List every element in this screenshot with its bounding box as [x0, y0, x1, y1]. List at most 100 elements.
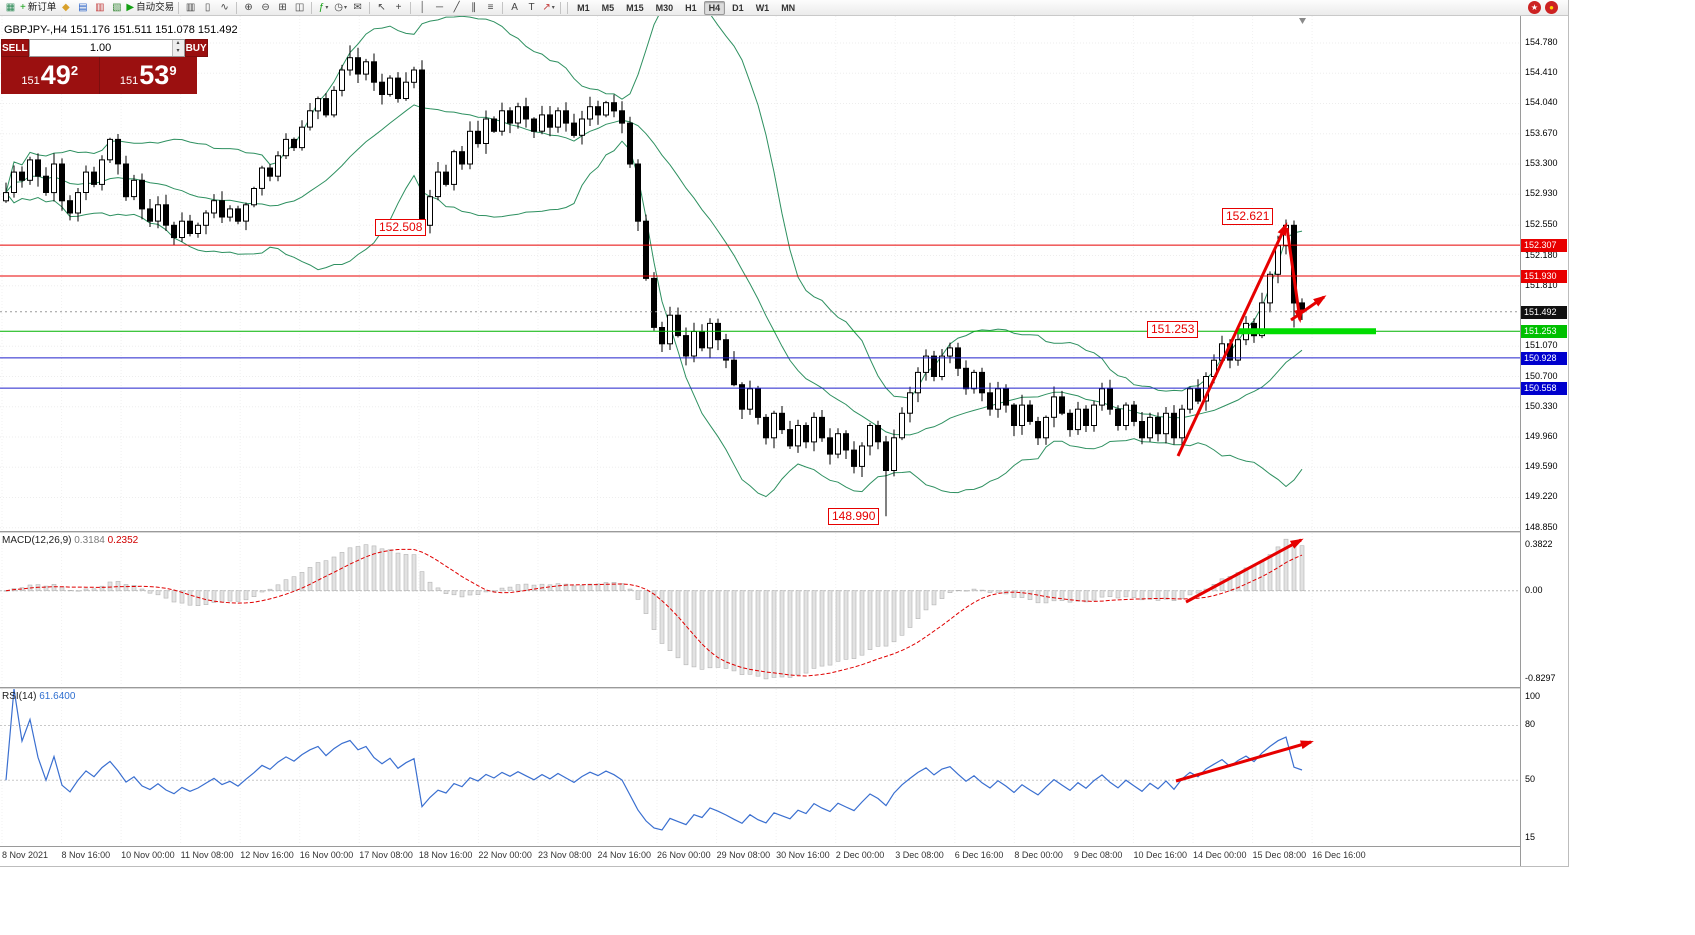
timeframe-w1[interactable]: W1 — [755, 2, 770, 13]
timeframe-m30[interactable]: M30 — [655, 2, 674, 13]
bar-chart-icon[interactable]: ▥ — [182, 1, 199, 15]
toolbar-buttons: ▦ + 新订单 ◆ ▤ ▥ ▧ ▶ 自动交易 ▥ ▯ ∿ ⊕ ⊖ ⊞ ◫ ƒ ▾ ◷ ▾ ✉ ↖ + │ ─ ╱ ∥ ≡ A T ↗ ▾ — [2, 1, 564, 15]
panel-separator[interactable] — [0, 687, 1568, 689]
price-axis-label: 152.550 — [1525, 219, 1558, 229]
arrows-icon[interactable]: ↗ ▾ — [540, 1, 557, 15]
new-order-button-label: 新订单 — [27, 1, 57, 13]
timeframe-mn[interactable]: MN — [781, 2, 796, 13]
price-tag: 151.253 — [1521, 325, 1567, 338]
indicators-icon[interactable]: ƒ ▾ — [315, 1, 332, 15]
vertical-line-icon[interactable]: │ — [414, 1, 431, 15]
price-callout[interactable]: 151.253 — [1147, 321, 1199, 338]
line-chart-icon[interactable]: ∿ — [216, 1, 233, 15]
time-label: 26 Nov 00:00 — [657, 850, 711, 860]
tile-windows-icon[interactable]: ⊞ — [274, 1, 291, 15]
periods-icon[interactable]: ◷ ▾ — [332, 1, 349, 15]
time-label: 15 Dec 08:00 — [1252, 850, 1307, 860]
cascade-windows-icon[interactable]: ◫ — [291, 1, 308, 15]
toolbar-separator — [311, 1, 313, 14]
price-tag: 151.492 — [1521, 306, 1567, 319]
new-chart-icon[interactable]: ▦ — [2, 1, 19, 15]
time-label: 30 Nov 16:00 — [776, 850, 830, 860]
arrows-icon: ↗ — [542, 1, 551, 13]
time-label: 6 Dec 16:00 — [954, 850, 1004, 860]
timeframe-d1[interactable]: D1 — [732, 2, 744, 13]
timeframe-m5[interactable]: M5 — [601, 2, 615, 13]
chart-ohlc-header: GBPJPY-,H4 151.176 151.511 151.078 151.4… — [4, 24, 238, 36]
panel-separator[interactable] — [0, 531, 1568, 533]
price-scale-border — [1520, 16, 1521, 866]
sell-price-button[interactable]: 151 49 2 — [1, 57, 100, 94]
main-chart-canvas[interactable] — [0, 16, 1520, 531]
price-callout[interactable]: 152.508 — [375, 219, 427, 236]
candlestick-chart-icon: ▯ — [204, 1, 211, 13]
zoom-out-icon[interactable]: ⊖ — [257, 1, 274, 15]
price-axis-label: 153.670 — [1525, 128, 1558, 138]
rsi-value: 61.6400 — [39, 691, 76, 702]
horizontal-line-icon[interactable]: ─ — [431, 1, 448, 15]
buy-button[interactable]: BUY — [184, 39, 208, 57]
profiles-icon: ◆ — [62, 1, 70, 13]
zoom-out-icon: ⊖ — [261, 1, 270, 13]
text-icon[interactable]: A — [506, 1, 523, 15]
buy-price-pip: 9 — [169, 63, 177, 78]
market-watch-icon: ▤ — [78, 1, 88, 13]
crosshair-icon[interactable]: + — [390, 1, 407, 15]
market-watch-icon[interactable]: ▤ — [74, 1, 91, 15]
indicators-icon: ƒ — [318, 1, 325, 13]
timeframe-m1[interactable]: M1 — [577, 2, 590, 13]
equidistant-channel-icon[interactable]: ∥ — [465, 1, 482, 15]
toolbar-separator — [369, 1, 371, 14]
price-axis-label: 100 — [1525, 691, 1541, 701]
buy-price-button[interactable]: 151 53 9 — [99, 57, 197, 94]
toolbar-separator — [236, 1, 238, 14]
autotrade-button[interactable]: ▶ 自动交易 — [125, 1, 175, 15]
timeframe-h4[interactable]: H4 — [703, 0, 726, 15]
text-label-icon[interactable]: T — [523, 1, 540, 15]
price-tag: 150.928 — [1521, 352, 1567, 365]
sell-button[interactable]: SELL — [1, 39, 29, 57]
terminal-icon[interactable]: ▥ — [91, 1, 108, 15]
price-callout[interactable]: 148.990 — [828, 508, 880, 525]
time-axis[interactable]: 8 Nov 2021 8 Nov 16:00 10 Nov 00:00 11 Nov … — [0, 846, 1520, 866]
time-label: 16 Nov 00:00 — [299, 850, 354, 860]
price-axis-label: 0.00 — [1525, 585, 1543, 595]
price-callout[interactable]: 152.621 — [1222, 208, 1274, 225]
volume-input[interactable] — [29, 40, 172, 56]
autotrade-button: ▶ — [126, 1, 135, 13]
notifications-icon[interactable]: ● — [1545, 1, 1558, 14]
price-tag: 150.558 — [1521, 382, 1567, 395]
timeframe-h1[interactable]: H1 — [685, 2, 697, 13]
macd-signal-value: 0.2352 — [107, 535, 139, 546]
rsi-panel-canvas[interactable] — [0, 689, 1520, 844]
sell-price-pip: 2 — [70, 63, 79, 78]
candlestick-chart-icon[interactable]: ▯ — [199, 1, 216, 15]
ohlc-values: 151.176 151.511 151.078 151.492 — [70, 24, 238, 36]
price-axis-label: 15 — [1525, 832, 1536, 842]
price-axis-label: 153.300 — [1525, 158, 1558, 168]
cursor-icon: ↖ — [377, 1, 386, 13]
fibonacci-icon[interactable]: ≡ — [482, 1, 499, 15]
volume-decrease-button[interactable]: ▾ — [172, 48, 184, 56]
chart-shift-marker — [1299, 18, 1306, 24]
profiles-icon[interactable]: ◆ — [57, 1, 74, 15]
macd-panel-canvas[interactable] — [0, 533, 1520, 686]
trendline-icon[interactable]: ╱ — [448, 1, 465, 15]
mql5-community-icon[interactable]: ★ — [1528, 1, 1541, 14]
volume-increase-button[interactable]: ▴ — [172, 40, 184, 48]
terminal-icon: ▥ — [95, 1, 105, 13]
zoom-in-icon[interactable]: ⊕ — [240, 1, 257, 15]
cursor-icon[interactable]: ↖ — [373, 1, 390, 15]
volume-field-wrap: ▴ ▾ — [28, 39, 185, 57]
time-label: 29 Nov 08:00 — [716, 850, 771, 860]
rsi-label: RSI(14) 61.6400 — [2, 691, 75, 702]
price-axis-label: 50 — [1525, 774, 1536, 784]
template-mail-icon[interactable]: ✉ — [349, 1, 366, 15]
price-scale[interactable]: 154.780 154.410 154.040 153.670 153.300 152.9… — [1521, 16, 1568, 866]
toolbar: ▦ + 新订单 ◆ ▤ ▥ ▧ ▶ 自动交易 ▥ ▯ ∿ ⊕ ⊖ ⊞ ◫ ƒ ▾ ◷ ▾ ✉ ↖ + │ ─ ╱ ∥ ≡ A T ↗ ▾ M1… — [0, 0, 1568, 16]
strategy-tester-icon[interactable]: ▧ — [108, 1, 125, 15]
horizontal-line-icon: ─ — [436, 1, 444, 13]
new-order-button[interactable]: + 新订单 — [19, 1, 57, 15]
timeframe-m15[interactable]: M15 — [626, 2, 644, 13]
rsi-name: RSI(14) — [2, 691, 37, 702]
